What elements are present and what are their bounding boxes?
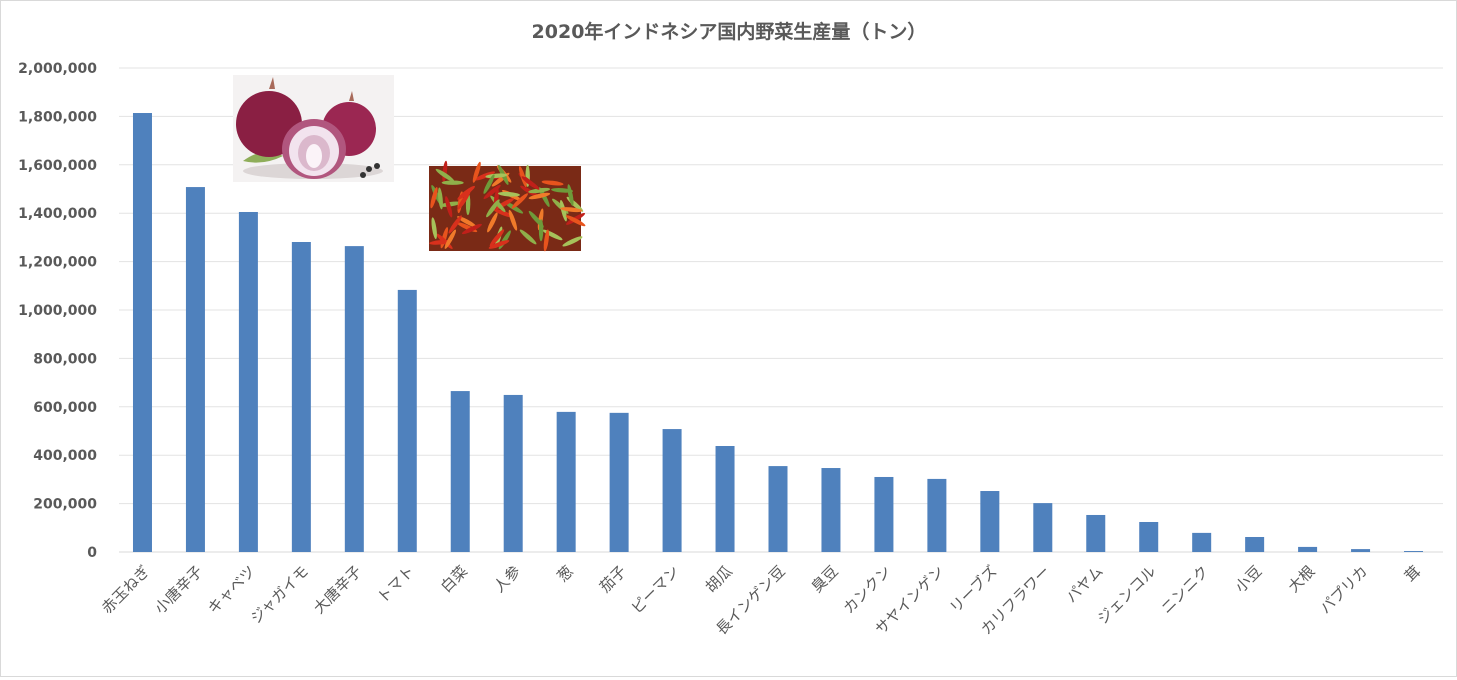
x-tick-label: 小豆 bbox=[1232, 562, 1266, 596]
bar bbox=[715, 446, 735, 552]
y-tick-label: 0 bbox=[87, 545, 97, 561]
x-tick-label: パプリカ bbox=[1316, 562, 1371, 617]
bar bbox=[1033, 503, 1053, 552]
y-tick-label: 200,000 bbox=[33, 497, 97, 513]
bar bbox=[1351, 549, 1371, 552]
bar bbox=[450, 391, 470, 552]
bar bbox=[397, 289, 417, 552]
y-tick-label: 1,200,000 bbox=[18, 255, 97, 271]
x-tick-label: ピーマン bbox=[628, 562, 683, 617]
x-tick-label: 人参 bbox=[490, 562, 524, 596]
y-tick-label: 800,000 bbox=[33, 351, 97, 367]
x-tick-label: リーブズ bbox=[946, 562, 1001, 617]
bar bbox=[980, 491, 1000, 552]
y-tick-label: 1,400,000 bbox=[18, 206, 97, 222]
x-tick-label: ニンニク bbox=[1157, 562, 1212, 617]
bar bbox=[927, 478, 947, 552]
bar bbox=[185, 187, 205, 552]
y-tick-label: 1,600,000 bbox=[18, 158, 97, 174]
bar bbox=[874, 476, 894, 552]
bar bbox=[238, 211, 258, 553]
x-tick-label: ジャガイモ bbox=[247, 562, 312, 627]
bar bbox=[1245, 536, 1265, 552]
red-onion-photo bbox=[233, 75, 394, 182]
x-tick-label: 小唐辛子 bbox=[151, 562, 206, 617]
bar bbox=[503, 394, 523, 552]
bar bbox=[1139, 521, 1159, 552]
y-tick-label: 1,000,000 bbox=[18, 303, 97, 319]
bar bbox=[291, 241, 311, 553]
x-tick-label: 大根 bbox=[1284, 562, 1318, 596]
x-tick-label: 白菜 bbox=[437, 562, 471, 596]
x-tick-label: 胡瓜 bbox=[702, 562, 736, 596]
y-tick-label: 400,000 bbox=[33, 448, 97, 464]
y-tick-label: 600,000 bbox=[33, 400, 97, 416]
y-tick-label: 1,800,000 bbox=[18, 109, 97, 125]
x-tick-label: 葱 bbox=[554, 562, 577, 585]
x-tick-label: カンクン bbox=[840, 562, 895, 617]
x-tick-label: パヤム bbox=[1062, 562, 1106, 606]
bar bbox=[556, 411, 576, 552]
bars bbox=[132, 113, 1424, 553]
bar bbox=[1192, 532, 1212, 552]
chili-peppers-photo bbox=[429, 160, 586, 252]
x-tick-label: トマト bbox=[374, 562, 419, 607]
bar bbox=[1298, 546, 1318, 552]
bar bbox=[132, 113, 152, 553]
y-tick-label: 2,000,000 bbox=[18, 61, 97, 77]
bar bbox=[1086, 514, 1106, 552]
chart-title: 2020年インドネシア国内野菜生産量（トン） bbox=[532, 20, 927, 43]
bar bbox=[821, 468, 841, 552]
bar bbox=[344, 246, 364, 552]
bar bbox=[609, 412, 629, 552]
x-tick-label: 茄子 bbox=[596, 562, 630, 596]
x-axis: 赤玉ねぎ小唐辛子キャベツジャガイモ大唐辛子 トマト 白菜 人参葱茄子ピーマン 胡瓜長イン… bbox=[98, 562, 1424, 638]
x-tick-label: キャベツ bbox=[204, 562, 259, 617]
y-axis: 0 200,000 400,000 600,000 800,000 1,000,000 1,… bbox=[18, 61, 97, 561]
x-tick-label: 赤玉ねぎ bbox=[98, 562, 153, 617]
x-tick-label: 臭豆 bbox=[808, 562, 842, 596]
bar bbox=[1404, 551, 1424, 552]
bar bbox=[768, 466, 788, 552]
gridlines bbox=[119, 67, 1443, 553]
x-tick-label: 大唐辛子 bbox=[310, 562, 365, 617]
bar bbox=[662, 429, 682, 552]
x-tick-label: 茸 bbox=[1401, 562, 1424, 585]
